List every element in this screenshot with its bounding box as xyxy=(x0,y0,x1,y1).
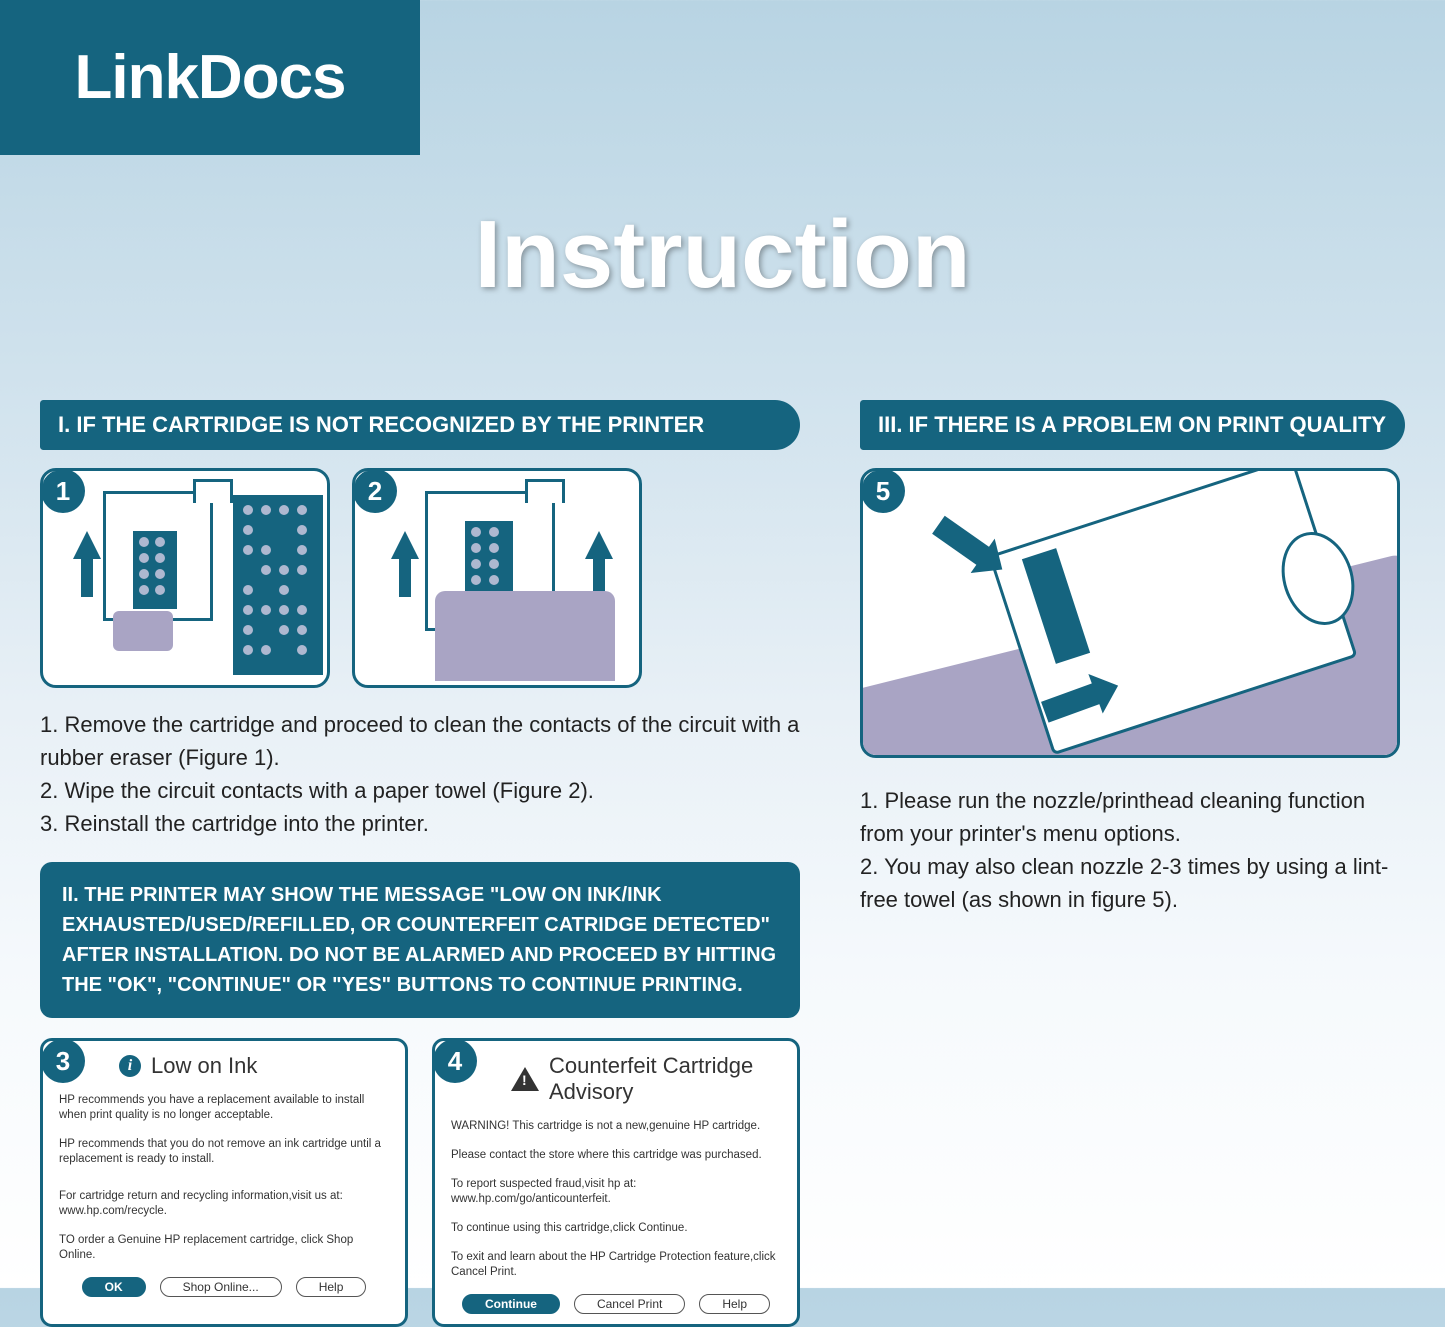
dialog4-line2: Please contact the store where this cart… xyxy=(451,1148,781,1163)
right-column: III. IF THERE IS A PROBLEM ON PRINT QUAL… xyxy=(860,400,1405,1327)
figure-2: 2 xyxy=(352,468,642,688)
figure-5: 5 xyxy=(860,468,1400,758)
figure-2-badge: 2 xyxy=(353,469,397,513)
cancel-print-button[interactable]: Cancel Print xyxy=(574,1294,685,1314)
dialog4-line1: WARNING! This cartridge is not a new,gen… xyxy=(451,1119,781,1134)
dialog4-line4: To continue using this cartridge,click C… xyxy=(451,1221,781,1236)
figure-4-badge: 4 xyxy=(433,1039,477,1083)
dialog4-line5: To exit and learn about the HP Cartridge… xyxy=(451,1250,781,1280)
section3-steps: 1. Please run the nozzle/printhead clean… xyxy=(860,784,1405,916)
figure-1-badge: 1 xyxy=(41,469,85,513)
dialog4-title-row: Counterfeit Cartridge Advisory xyxy=(511,1053,781,1105)
dialog4-buttons: Continue Cancel Print Help xyxy=(451,1294,781,1314)
dialog-low-on-ink: 3 i Low on Ink HP recommends you have a … xyxy=(40,1038,408,1327)
left-column: I. IF THE CARTRIDGE IS NOT RECOGNIZED BY… xyxy=(40,400,800,1327)
dialog3-line2: HP recommends that you do not remove an … xyxy=(59,1137,389,1167)
dialog3-title-row: i Low on Ink xyxy=(119,1053,389,1079)
shop-online-button[interactable]: Shop Online... xyxy=(160,1277,282,1297)
section1-header: I. IF THE CARTRIDGE IS NOT RECOGNIZED BY… xyxy=(40,400,800,450)
help-button[interactable]: Help xyxy=(296,1277,367,1297)
section2-header: II. THE PRINTER MAY SHOW THE MESSAGE "LO… xyxy=(40,862,800,1018)
figure-5-badge: 5 xyxy=(861,469,905,513)
info-icon: i xyxy=(119,1055,141,1077)
figure-1: 1 xyxy=(40,468,330,688)
dialog3-line4: TO order a Genuine HP replacement cartri… xyxy=(59,1233,389,1263)
continue-button[interactable]: Continue xyxy=(462,1294,560,1314)
brand-logo: LinkDocs xyxy=(0,0,420,155)
warning-icon xyxy=(511,1067,539,1091)
section1-steps: 1. Remove the cartridge and proceed to c… xyxy=(40,708,800,840)
dialog4-title: Counterfeit Cartridge Advisory xyxy=(549,1053,781,1105)
help-button-2[interactable]: Help xyxy=(699,1294,770,1314)
dialog3-line3: For cartridge return and recycling infor… xyxy=(59,1189,389,1219)
section2-dialogs: 3 i Low on Ink HP recommends you have a … xyxy=(40,1038,800,1327)
section3-header: III. IF THERE IS A PROBLEM ON PRINT QUAL… xyxy=(860,400,1405,450)
dialog3-line1: HP recommends you have a replacement ava… xyxy=(59,1093,389,1123)
dialog4-line3: To report suspected fraud,visit hp at: w… xyxy=(451,1177,781,1207)
content-columns: I. IF THE CARTRIDGE IS NOT RECOGNIZED BY… xyxy=(40,400,1405,1327)
ok-button[interactable]: OK xyxy=(82,1277,146,1297)
dialog3-buttons: OK Shop Online... Help xyxy=(59,1277,389,1297)
dialog3-title: Low on Ink xyxy=(151,1053,257,1079)
figure-3-badge: 3 xyxy=(41,1039,85,1083)
dialog-counterfeit: 4 Counterfeit Cartridge Advisory WARNING… xyxy=(432,1038,800,1327)
page-title: Instruction xyxy=(0,200,1445,310)
section1-diagrams: 1 2 xyxy=(40,468,800,688)
